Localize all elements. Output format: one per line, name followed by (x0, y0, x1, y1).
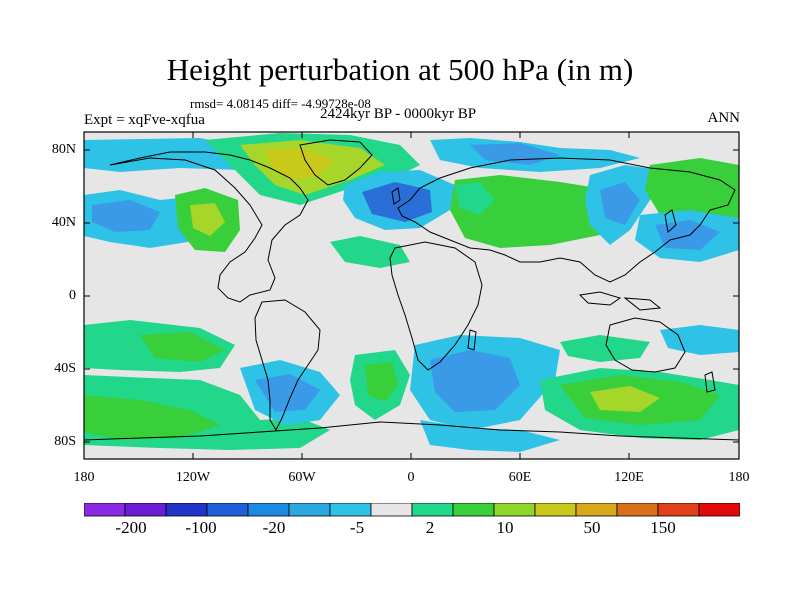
colorbar-swatch (124, 503, 167, 517)
colorbar-swatch (165, 503, 208, 517)
contour-blob (470, 143, 560, 165)
lat-label: 80N (51, 142, 76, 157)
lat-label: 40S (54, 361, 76, 376)
colorbar-label: 10 (496, 518, 514, 537)
contour-blob (600, 182, 640, 225)
contour-blob (560, 335, 650, 362)
lat-label: 0 (69, 288, 76, 303)
lon-label: 120W (175, 470, 211, 485)
contour-blob (190, 203, 225, 236)
colorbar (84, 503, 740, 517)
lat-label: 40N (51, 215, 76, 230)
colorbar-label: -5 (349, 518, 365, 537)
contour-blob (590, 386, 660, 412)
colorbar-swatch (452, 503, 495, 517)
colorbar-swatch (288, 503, 331, 517)
contour-blob (365, 362, 398, 402)
colorbar-label: -200 (115, 518, 147, 537)
lon-label: 180 (728, 470, 750, 485)
colorbar-label: 50 (583, 518, 601, 537)
contour-blob (140, 332, 225, 362)
contour-blob (265, 148, 335, 180)
lon-label: 60E (508, 470, 532, 485)
lon-label: 120E (614, 470, 644, 485)
colorbar-swatch (493, 503, 536, 517)
contour-blob (455, 182, 495, 215)
contour-blob (255, 374, 320, 412)
colorbar-label: -100 (185, 518, 217, 537)
colorbar-swatch (370, 503, 413, 517)
coastlines (84, 139, 739, 441)
colorbar-swatch (329, 503, 372, 517)
colorbar-label: 150 (650, 518, 676, 537)
contour-blob (84, 395, 220, 440)
contour-blob (645, 158, 739, 228)
lon-label: 0 (407, 470, 415, 485)
contour-blob (420, 420, 560, 452)
lat-label: 80S (54, 434, 76, 449)
colorbar-label: 2 (425, 518, 435, 537)
colorbar-swatch (534, 503, 577, 517)
colorbar-swatch (616, 503, 659, 517)
chart-title: Height perturbation at 500 hPa (in m) (166, 52, 634, 87)
lon-label: 180 (73, 470, 95, 485)
contour-fill-layer (84, 132, 739, 459)
contour-blob (92, 200, 160, 232)
colorbar-swatch (575, 503, 618, 517)
contour-blob (660, 325, 739, 355)
colorbar-label: -20 (262, 518, 286, 537)
contour-blob (450, 175, 630, 248)
colorbar-swatch (84, 503, 126, 517)
colorbar-swatch (657, 503, 700, 517)
experiment-label: Expt = xqFve-xqfua (84, 112, 205, 128)
contour-blob (430, 350, 520, 412)
period-text: 2424kyr BP - 0000kyr BP (320, 106, 477, 122)
colorbar-swatch (411, 503, 454, 517)
season-label: ANN (707, 110, 741, 126)
colorbar-swatch (206, 503, 249, 517)
colorbar-swatch (698, 503, 740, 517)
axis-ticks (83, 132, 740, 459)
colorbar-swatch (247, 503, 290, 517)
lon-label: 60W (288, 470, 316, 485)
contour-blob (655, 220, 720, 250)
stats-text: rmsd= 4.08145 diff= -4.99728e-08 (190, 96, 371, 111)
